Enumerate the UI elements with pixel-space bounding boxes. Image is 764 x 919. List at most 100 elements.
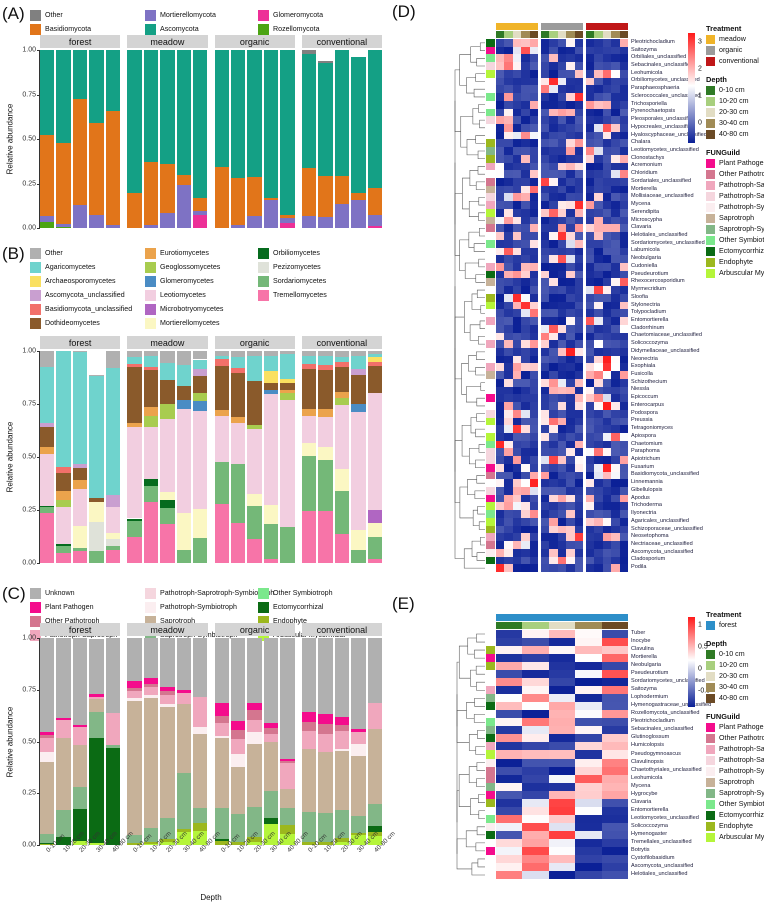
heatmap-cell xyxy=(504,247,514,256)
heatmap-cell xyxy=(594,154,604,163)
heatmap-cell xyxy=(541,487,550,496)
heatmap-cell xyxy=(566,525,575,534)
stacked-bar xyxy=(301,638,317,845)
heatmap-row-label: Chloridium xyxy=(631,170,658,177)
legend-label: 20-30 cm xyxy=(719,671,749,680)
bar-segment xyxy=(334,841,350,845)
heatmap-cell xyxy=(521,93,530,102)
heatmap-cell xyxy=(541,263,550,272)
row-annotation-funguild xyxy=(486,340,495,349)
legend-label: Basidiomycota_unclassified xyxy=(45,304,133,313)
bar-segment xyxy=(214,840,229,845)
stacked-bar xyxy=(318,638,333,845)
heatmap-cell xyxy=(602,479,612,488)
heatmap-cell xyxy=(557,62,567,71)
col-annotation-treatment xyxy=(586,23,628,30)
heatmap-cell xyxy=(594,85,604,94)
bar-segment xyxy=(280,399,295,527)
bar-segment xyxy=(318,370,333,410)
heatmap-cell xyxy=(574,69,584,78)
heatmap-cell xyxy=(611,170,620,179)
heatmap-cell xyxy=(504,456,514,465)
heatmap-cell xyxy=(504,100,514,109)
heatmap-cell xyxy=(504,255,514,264)
heatmap-cell xyxy=(541,402,550,411)
bar-segment xyxy=(334,361,350,367)
heatmap-cell xyxy=(619,263,629,272)
bar-segment xyxy=(318,713,333,724)
heatmap-cell xyxy=(521,108,530,117)
bar-segment xyxy=(105,747,121,845)
heatmap-cell xyxy=(611,479,620,488)
bar-segment xyxy=(230,423,246,465)
row-annotation-funguild xyxy=(486,686,495,695)
heatmap-cell xyxy=(496,782,523,792)
bar-segment xyxy=(301,721,317,732)
row-annotation-funguild xyxy=(486,846,495,856)
colorbar-tick: 0 xyxy=(698,665,702,673)
heatmap-cell xyxy=(602,46,612,55)
heatmap-cell xyxy=(549,309,559,318)
heatmap-cell xyxy=(512,309,522,318)
legend-label: Other Symbiotroph xyxy=(719,235,764,244)
heatmap-cell xyxy=(611,131,620,140)
legend-item: forest xyxy=(706,621,737,630)
heatmap-cell xyxy=(619,502,629,511)
bar-segment xyxy=(40,738,55,752)
legend-swatch xyxy=(706,789,715,798)
legend-item: Pathotroph-Saprotroph xyxy=(706,745,764,754)
legend-swatch xyxy=(706,723,715,732)
heatmap-cell xyxy=(557,378,567,387)
bar-segment xyxy=(247,351,262,357)
row-annotation-funguild xyxy=(486,630,495,639)
bar-segment xyxy=(72,352,88,465)
heatmap-cell xyxy=(575,630,602,639)
colorbar-tick: 1 xyxy=(698,92,702,100)
heatmap-cell xyxy=(512,417,522,426)
legend-label: Mortierellomycetes xyxy=(160,318,220,327)
heatmap-cell xyxy=(512,201,522,210)
heatmap-cell xyxy=(574,402,584,411)
row-annotation-funguild xyxy=(486,371,495,380)
heatmap-cell xyxy=(611,185,620,194)
heatmap-cell xyxy=(522,846,550,856)
heatmap-cell xyxy=(619,239,629,248)
heatmap-cell xyxy=(566,402,575,411)
heatmap-cell xyxy=(521,255,530,264)
heatmap-cell xyxy=(529,170,539,179)
heatmap-row-label: Pseudogymnoascus xyxy=(631,750,681,757)
heatmap-cell xyxy=(575,854,602,864)
heatmap-cell xyxy=(566,293,575,303)
heatmap-cell xyxy=(594,239,604,248)
heatmap-cell xyxy=(602,286,612,295)
legend-label: Glomeromycetes xyxy=(160,276,214,285)
bar-segment xyxy=(143,366,159,371)
heatmap-cell xyxy=(574,463,584,472)
y-axis-tick: 0.50 xyxy=(22,453,36,461)
heatmap-cell xyxy=(574,564,584,573)
stacked-bar xyxy=(193,50,208,228)
bar-segment xyxy=(40,351,55,367)
heatmap-row-label: Pleotrichocladium xyxy=(631,718,675,725)
bar-segment xyxy=(367,522,382,537)
heatmap-row-label: Enterocarpus xyxy=(631,401,664,408)
bar-segment xyxy=(230,367,246,374)
heatmap-cell xyxy=(594,39,604,48)
heatmap-cell xyxy=(504,216,514,225)
heatmap-cell xyxy=(602,232,612,241)
heatmap-cell xyxy=(521,402,530,411)
heatmap-cell xyxy=(619,456,629,465)
heatmap-cell xyxy=(504,371,514,380)
heatmap-cell xyxy=(504,463,514,472)
bar-segment xyxy=(214,50,229,168)
heatmap-cell xyxy=(594,286,604,295)
heatmap-cell xyxy=(602,100,612,109)
heatmap-cell xyxy=(541,185,550,194)
heatmap-cell xyxy=(575,718,602,727)
bar-segment xyxy=(334,731,350,749)
bar-segment xyxy=(214,410,229,416)
stacked-bar xyxy=(367,638,382,845)
heatmap-cell xyxy=(574,263,584,272)
heatmap-cell xyxy=(529,100,539,109)
bar-segment xyxy=(280,763,295,790)
